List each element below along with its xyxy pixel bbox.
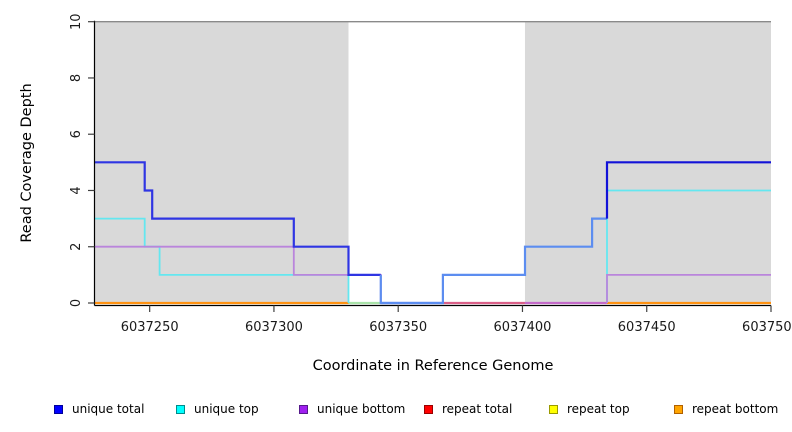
legend: unique total unique top unique bottom repea… bbox=[0, 399, 792, 423]
y-tick-label: 10 bbox=[69, 13, 84, 30]
legend-label: unique bottom bbox=[317, 402, 406, 416]
y-tick-label: 4 bbox=[69, 186, 84, 194]
legend-swatch-icon bbox=[549, 404, 558, 414]
series-unique-total bbox=[95, 161, 381, 276]
plot-graphics: 6037250 6037300 6037350 6037400 6037450 60375… bbox=[69, 13, 792, 335]
y-tick-label: 8 bbox=[69, 74, 84, 82]
legend-swatch-icon bbox=[424, 404, 433, 414]
y-tick-label: 0 bbox=[69, 299, 84, 307]
x-tick-label: 6037350 bbox=[369, 320, 427, 335]
legend-swatch-icon bbox=[674, 404, 683, 414]
x-tick-label: 6037400 bbox=[494, 320, 552, 335]
legend-item-repeat-bottom: repeat bottom bbox=[674, 399, 778, 419]
legend-item-unique-total: unique total bbox=[54, 399, 144, 419]
legend-item-unique-top: unique top bbox=[176, 399, 259, 419]
legend-label: repeat bottom bbox=[692, 402, 779, 416]
legend-swatch-icon bbox=[299, 404, 308, 414]
x-tick-label: 6037300 bbox=[245, 320, 303, 335]
legend-label: unique top bbox=[194, 402, 259, 416]
series-unique-total bbox=[379, 217, 607, 305]
legend-label: unique total bbox=[72, 402, 145, 416]
legend-label: repeat total bbox=[442, 402, 513, 416]
legend-item-repeat-top: repeat top bbox=[549, 399, 630, 419]
y-axis-title: Read Coverage Depth bbox=[19, 83, 35, 242]
legend-label: repeat top bbox=[567, 402, 630, 416]
series-unique-total bbox=[605, 161, 771, 219]
legend-swatch-icon bbox=[176, 404, 185, 414]
x-axis-title: Coordinate in Reference Genome bbox=[313, 358, 554, 374]
y-tick-label: 2 bbox=[69, 243, 84, 251]
legend-item-repeat-total: repeat total bbox=[424, 399, 512, 419]
series-unique-bottom bbox=[606, 273, 771, 303]
x-tick-label: 6037450 bbox=[618, 320, 676, 335]
legend-swatch-icon bbox=[54, 404, 63, 414]
x-tick-label: 6037250 bbox=[121, 320, 179, 335]
y-tick-label: 6 bbox=[69, 130, 84, 138]
legend-item-unique-bottom: unique bottom bbox=[299, 399, 405, 419]
